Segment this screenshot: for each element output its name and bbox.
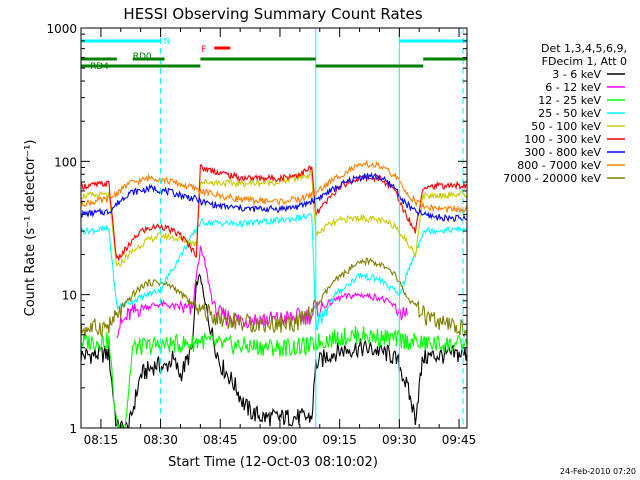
- chart-title: HESSI Observing Summary Count Rates: [123, 5, 422, 23]
- x-tick-label-6: 09:45: [442, 433, 477, 447]
- legend-header-line-0: Det 1,3,4,5,6,9,: [541, 42, 627, 55]
- legend: Det 1,3,4,5,6,9,FDecim 1, Att 03 - 6 keV…: [503, 42, 627, 185]
- series-line-50-100-kev: [80, 171, 468, 268]
- series-line-3-6-kev: [80, 273, 468, 429]
- legend-entry-label-0: 3 - 6 keV: [552, 68, 601, 81]
- x-tick-label-3: 09:00: [263, 433, 298, 447]
- timestamp: 24-Feb-2010 07:20: [560, 467, 636, 476]
- axis-layer: 08:15 08:30 08:45 09:00 09:15 09:30 09:45 1 10 10…: [46, 22, 476, 447]
- legend-entry-label-4: 50 - 100 keV: [531, 120, 601, 133]
- y-tick-label-0: 1: [69, 422, 77, 436]
- flare-label: F: [201, 45, 206, 55]
- legend-entry-label-3: 25 - 50 keV: [538, 107, 601, 120]
- annotation-layer: N F RD0 RD4: [81, 28, 467, 428]
- series-line-100-300-kev: [80, 164, 468, 261]
- legend-entry-label-8: 7000 - 20000 keV: [503, 172, 601, 185]
- legend-header-line-1: FDecim 1, Att 0: [542, 55, 627, 68]
- night-label: N: [164, 37, 171, 47]
- series-line-800-7000-kev: [80, 159, 468, 215]
- legend-entry-label-6: 300 - 800 keV: [524, 146, 601, 159]
- legend-entry-label-1: 6 - 12 keV: [545, 81, 601, 94]
- y-tick-label-1: 10: [62, 289, 77, 303]
- series-line-7000-20000-kev: [80, 257, 468, 339]
- rd4-label: RD4: [90, 62, 109, 72]
- rd0-label: RD0: [133, 52, 152, 62]
- x-tick-label-1: 08:30: [143, 433, 178, 447]
- x-tick-label-2: 08:45: [203, 433, 238, 447]
- x-tick-label-5: 09:30: [382, 433, 417, 447]
- series-layer: [80, 159, 468, 429]
- x-tick-label-0: 08:15: [84, 433, 119, 447]
- x-tick-label-4: 09:15: [322, 433, 357, 447]
- series-line-300-800-kev: [81, 171, 468, 223]
- y-tick-label-2: 100: [54, 155, 77, 169]
- plot-frame: [80, 27, 468, 429]
- legend-entry-label-5: 100 - 300 keV: [524, 133, 601, 146]
- legend-entry-label-7: 800 - 7000 keV: [517, 159, 601, 172]
- y-axis-label: Count Rate (s⁻¹ detector⁻¹): [23, 140, 38, 317]
- y-tick-label-3: 1000: [46, 22, 77, 36]
- series-line-6-12-kev: [116, 245, 408, 339]
- series-line-12-25-kev: [80, 326, 468, 429]
- x-axis-label: Start Time (12-Oct-03 08:10:02): [168, 455, 378, 470]
- legend-entry-label-2: 12 - 25 keV: [538, 94, 601, 107]
